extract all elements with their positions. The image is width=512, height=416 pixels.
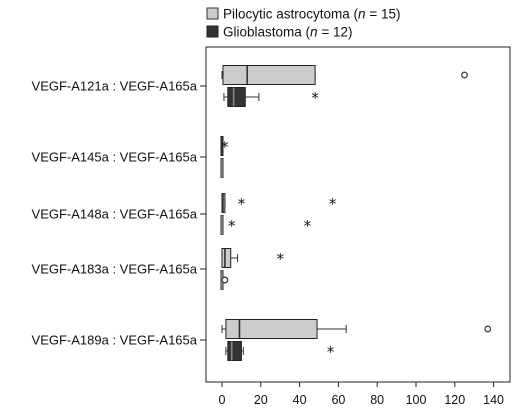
- x-axis: 0 20 40 60 80 100 120 140: [219, 382, 504, 407]
- x-tick-label: 20: [254, 393, 268, 407]
- legend-swatch-glioblastoma: [206, 25, 219, 38]
- outlier-star: *: [311, 89, 319, 107]
- outlier-star: *: [228, 217, 236, 235]
- box-group: [221, 65, 468, 85]
- box-group: * *: [221, 193, 337, 213]
- y-tick-label: VEGF-A183a : VEGF-A165a: [32, 262, 198, 277]
- box: [222, 65, 316, 85]
- x-tick-label: 0: [219, 393, 226, 407]
- box-group: *: [220, 136, 229, 156]
- outlier-star: *: [221, 138, 229, 156]
- box-group: *: [221, 248, 284, 268]
- legend-swatch-pilocytic: [206, 7, 219, 20]
- x-tick-label: 60: [331, 393, 345, 407]
- box-group: [220, 270, 229, 290]
- box: [227, 341, 242, 361]
- legend-label-pilocytic: Pilocytic astrocytoma (n = 15): [223, 7, 400, 22]
- box-group: *: [223, 87, 319, 107]
- box-group: *: [225, 341, 335, 361]
- x-tick-label: 40: [293, 393, 307, 407]
- y-axis: VEGF-A121a : VEGF-A165a VEGF-A145a : VEGF…: [32, 79, 206, 348]
- outlier-circle: [461, 71, 468, 79]
- plot-marks: ** **** **: [220, 65, 492, 361]
- outlier-star: *: [276, 250, 284, 268]
- y-tick-label: VEGF-A121a : VEGF-A165a: [32, 79, 198, 94]
- box: [227, 87, 246, 107]
- box: [225, 319, 318, 339]
- x-tick-label: 80: [370, 393, 384, 407]
- y-tick-label: VEGF-A145a : VEGF-A165a: [32, 150, 198, 165]
- outlier-star: *: [238, 195, 246, 213]
- outlier-star: *: [327, 343, 335, 361]
- box-group: * *: [220, 215, 312, 235]
- y-tick-label: VEGF-A189a : VEGF-A165a: [32, 333, 198, 348]
- outlier-circle: [221, 276, 229, 284]
- y-tick-label: VEGF-A148a : VEGF-A165a: [32, 207, 198, 222]
- x-tick-label: 140: [483, 393, 504, 407]
- box: [221, 248, 232, 268]
- legend: Pilocytic astrocytoma (n = 15) Glioblast…: [206, 7, 400, 40]
- legend-label-glioblastoma: Glioblastoma (n = 12): [223, 25, 352, 40]
- x-tick-label: 100: [406, 393, 427, 407]
- outlier-star: *: [329, 195, 337, 213]
- outlier-star: *: [304, 217, 312, 235]
- box-group: [221, 319, 492, 339]
- box-group: [220, 158, 224, 178]
- outlier-circle: [484, 325, 492, 333]
- x-tick-label: 120: [444, 393, 465, 407]
